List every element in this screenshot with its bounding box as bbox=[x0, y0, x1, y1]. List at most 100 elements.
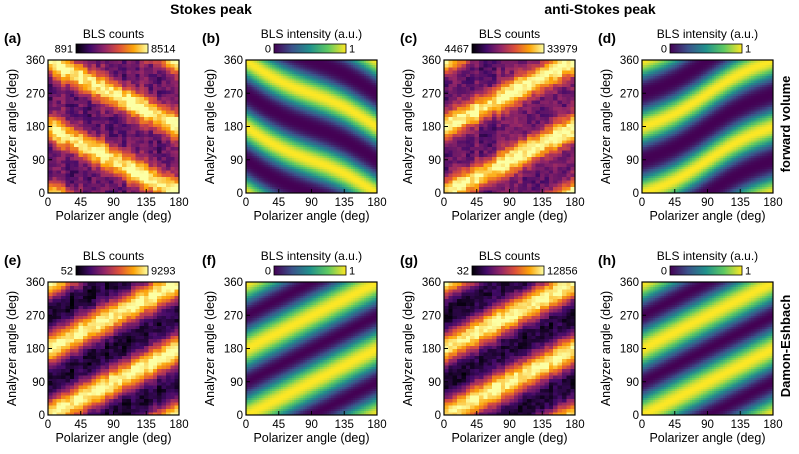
heatmap-cell bbox=[69, 169, 75, 174]
heatmap-cell bbox=[328, 190, 332, 194]
heatmap-cell bbox=[91, 69, 97, 74]
heatmap-cell bbox=[355, 75, 358, 79]
heatmap-cell bbox=[109, 146, 115, 151]
heatmap-cell bbox=[263, 124, 267, 128]
heatmap-cell bbox=[304, 113, 308, 117]
heatmap-cell bbox=[248, 64, 251, 68]
heatmap-cell bbox=[366, 97, 369, 101]
heatmap-cell bbox=[322, 79, 326, 83]
heatmap-cell bbox=[270, 153, 273, 156]
heatmap-cell bbox=[328, 184, 332, 187]
heatmap-cell bbox=[248, 130, 251, 134]
heatmap-cell bbox=[300, 155, 304, 159]
heatmap-cell bbox=[109, 189, 115, 194]
heatmap-cell bbox=[363, 73, 367, 77]
heatmap-cell bbox=[157, 129, 163, 134]
heatmap-cell bbox=[248, 126, 251, 130]
heatmap-cell bbox=[294, 173, 297, 176]
heatmap-cell bbox=[333, 188, 337, 192]
heatmap-cell bbox=[96, 156, 101, 161]
heatmap-cell bbox=[311, 91, 315, 94]
heatmap-cell bbox=[91, 129, 97, 134]
heatmap-cell bbox=[174, 133, 180, 138]
heatmap-cell bbox=[350, 66, 354, 70]
heatmap-cell bbox=[302, 164, 306, 167]
heatmap-cell bbox=[366, 75, 369, 79]
heatmap-cell bbox=[342, 166, 345, 170]
heatmap-cell bbox=[157, 109, 163, 114]
heatmap-cell bbox=[324, 144, 328, 148]
heatmap-cell bbox=[304, 64, 308, 68]
heatmap-cell bbox=[311, 86, 315, 90]
heatmap-cell bbox=[328, 97, 332, 101]
heatmap-cell bbox=[139, 123, 145, 128]
heatmap-cell bbox=[263, 75, 267, 79]
heatmap-cell bbox=[148, 176, 154, 181]
heatmap-cell bbox=[174, 143, 180, 148]
heatmap-cell bbox=[326, 175, 330, 179]
heatmap-cell bbox=[294, 115, 297, 119]
heatmap-cell bbox=[135, 166, 141, 171]
heatmap-cell bbox=[326, 181, 330, 185]
heatmap-cell bbox=[296, 173, 299, 176]
heatmap-cell bbox=[109, 106, 115, 111]
heatmap-cell bbox=[252, 113, 256, 117]
heatmap-cell bbox=[311, 88, 315, 92]
heatmap-cell bbox=[333, 113, 337, 117]
heatmap-cell bbox=[348, 166, 352, 170]
heatmap-cell bbox=[272, 82, 275, 85]
heatmap-cell bbox=[104, 99, 110, 104]
heatmap-cell bbox=[69, 126, 75, 131]
heatmap-cell bbox=[366, 188, 369, 192]
heatmap-cell bbox=[139, 139, 145, 144]
heatmap-cell bbox=[300, 175, 304, 179]
heatmap-cell bbox=[315, 115, 319, 119]
heatmap-cell bbox=[366, 104, 369, 108]
heatmap-cell bbox=[263, 102, 267, 105]
heatmap-cell bbox=[272, 139, 275, 143]
heatmap-cell bbox=[248, 150, 251, 154]
heatmap-cell bbox=[254, 99, 258, 103]
heatmap-cell bbox=[69, 103, 75, 108]
heatmap-cell bbox=[359, 68, 363, 72]
heatmap-cell bbox=[100, 106, 106, 111]
heatmap-cell bbox=[256, 184, 260, 187]
heatmap-cell bbox=[363, 161, 367, 165]
heatmap-cell bbox=[91, 186, 97, 191]
heatmap-cell bbox=[374, 108, 378, 112]
heatmap-cell bbox=[274, 124, 278, 128]
heatmap-cell bbox=[265, 126, 269, 130]
heatmap-cell bbox=[82, 76, 88, 81]
heatmap-cell bbox=[352, 133, 356, 136]
heatmap-cell bbox=[318, 93, 321, 97]
heatmap-cell bbox=[298, 97, 302, 101]
heatmap-cell bbox=[548, 179, 554, 184]
heatmap-cell bbox=[355, 177, 358, 181]
heatmap-cell bbox=[52, 83, 58, 88]
heatmap-cell bbox=[130, 136, 136, 141]
heatmap-cell bbox=[322, 75, 326, 79]
heatmap-cell bbox=[355, 119, 358, 123]
heatmap-cell bbox=[252, 186, 256, 190]
heatmap-cell bbox=[478, 186, 484, 191]
heatmap-cell bbox=[326, 122, 330, 125]
heatmap-cell bbox=[335, 95, 339, 99]
heatmap-cell bbox=[328, 144, 332, 148]
heatmap-cell bbox=[363, 175, 367, 179]
heatmap-cell bbox=[259, 88, 262, 92]
heatmap-cell bbox=[320, 173, 324, 176]
heatmap-cell bbox=[69, 109, 75, 114]
heatmap-cell bbox=[109, 166, 115, 171]
heatmap-cell bbox=[287, 146, 291, 150]
heatmap-cell bbox=[65, 189, 71, 194]
heatmap-cell bbox=[152, 119, 158, 124]
heatmap-cell bbox=[113, 79, 119, 84]
heatmap-cell bbox=[259, 150, 262, 154]
heatmap-cell bbox=[256, 190, 260, 194]
heatmap-cell bbox=[346, 102, 350, 105]
heatmap-cell bbox=[139, 106, 145, 111]
heatmap-cell bbox=[342, 84, 345, 88]
heatmap-cell bbox=[261, 186, 265, 190]
heatmap-cell bbox=[74, 69, 80, 74]
heatmap-cell bbox=[65, 146, 71, 151]
